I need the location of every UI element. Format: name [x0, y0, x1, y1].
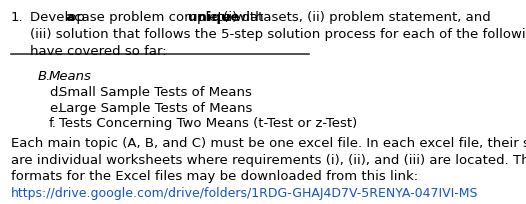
Text: case problem complete with: case problem complete with — [70, 11, 268, 24]
Text: a: a — [65, 11, 74, 24]
Text: f.: f. — [49, 117, 57, 130]
Text: B.: B. — [37, 70, 51, 82]
Text: e.: e. — [49, 101, 62, 114]
Text: 1.: 1. — [11, 11, 24, 24]
Text: Means: Means — [49, 70, 92, 82]
Text: Each main topic (A, B, and C) must be one excel file. In each excel file, their : Each main topic (A, B, and C) must be on… — [11, 136, 526, 149]
Text: unique: unique — [188, 11, 240, 24]
Text: Small Sample Tests of Means: Small Sample Tests of Means — [59, 85, 252, 98]
Text: d.: d. — [49, 85, 62, 98]
Text: Large Sample Tests of Means: Large Sample Tests of Means — [59, 101, 253, 114]
Text: https://drive.google.com/drive/folders/1RDG-GHAJ4D7V-5RENYA-047IVI-MS: https://drive.google.com/drive/folders/1… — [11, 186, 478, 199]
Text: Tests Concerning Two Means (t-Test or z-Test): Tests Concerning Two Means (t-Test or z-… — [59, 117, 358, 130]
Text: Develop: Develop — [29, 11, 89, 24]
Text: have covered so far:: have covered so far: — [29, 44, 166, 57]
Text: (iii) solution that follows the 5-step solution process for each of the followin: (iii) solution that follows the 5-step s… — [29, 28, 526, 41]
Text: formats for the Excel files may be downloaded from this link:: formats for the Excel files may be downl… — [11, 169, 418, 182]
Text: (i) datasets, (ii) problem statement, and: (i) datasets, (ii) problem statement, an… — [219, 11, 491, 24]
Text: are individual worksheets where requirements (i), (ii), and (iii) are located. T: are individual worksheets where requirem… — [11, 153, 526, 166]
